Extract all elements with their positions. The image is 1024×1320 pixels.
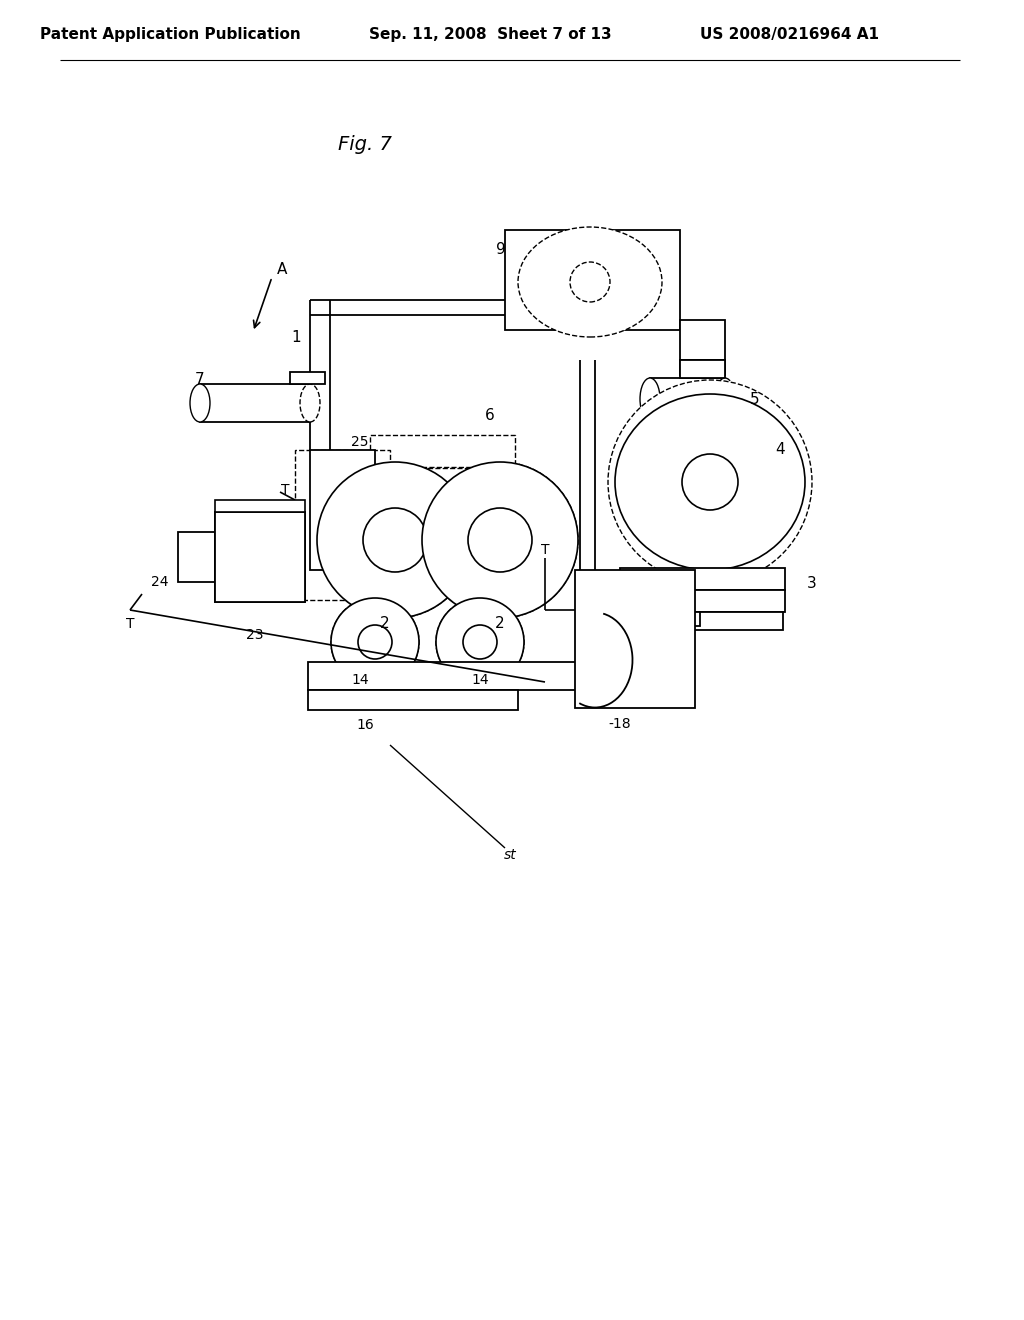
- Text: T: T: [281, 483, 289, 498]
- Bar: [620, 568, 785, 590]
- Circle shape: [570, 261, 610, 302]
- Bar: [608, 590, 785, 612]
- Bar: [200, 384, 310, 422]
- Circle shape: [682, 454, 738, 510]
- Text: 4: 4: [775, 442, 784, 458]
- Circle shape: [331, 598, 419, 686]
- Bar: [178, 532, 215, 582]
- Circle shape: [358, 624, 392, 659]
- Bar: [308, 690, 518, 710]
- Bar: [680, 360, 725, 375]
- Text: -18: -18: [608, 717, 632, 731]
- Bar: [355, 469, 515, 498]
- Circle shape: [436, 598, 524, 686]
- Circle shape: [608, 380, 812, 583]
- Text: 16: 16: [356, 718, 374, 733]
- Text: 3: 3: [807, 576, 817, 590]
- Circle shape: [331, 598, 419, 686]
- Bar: [310, 450, 375, 570]
- Bar: [215, 512, 305, 602]
- Text: st: st: [504, 847, 516, 862]
- Text: 25: 25: [351, 436, 369, 449]
- Circle shape: [422, 462, 578, 618]
- Bar: [295, 450, 390, 601]
- Circle shape: [436, 598, 524, 686]
- Text: 14: 14: [351, 673, 369, 686]
- Bar: [575, 570, 695, 708]
- Text: 14: 14: [471, 673, 488, 686]
- Ellipse shape: [518, 227, 662, 337]
- Bar: [505, 230, 680, 330]
- Bar: [215, 512, 305, 602]
- Text: 6: 6: [485, 408, 495, 422]
- Bar: [680, 360, 725, 378]
- Ellipse shape: [190, 384, 210, 422]
- Text: 23: 23: [246, 628, 264, 642]
- Text: 2: 2: [496, 615, 505, 631]
- Ellipse shape: [640, 378, 660, 420]
- Text: T: T: [541, 543, 549, 557]
- Ellipse shape: [615, 393, 805, 570]
- Circle shape: [317, 462, 473, 618]
- Text: 9: 9: [497, 243, 506, 257]
- Bar: [680, 319, 725, 360]
- Text: 24: 24: [151, 576, 168, 589]
- Circle shape: [468, 508, 532, 572]
- Ellipse shape: [715, 378, 735, 420]
- Text: 1: 1: [291, 330, 301, 345]
- Text: 5: 5: [751, 392, 760, 407]
- Text: Fig. 7: Fig. 7: [338, 136, 392, 154]
- Bar: [215, 500, 305, 512]
- Bar: [598, 612, 783, 630]
- Text: Sep. 11, 2008  Sheet 7 of 13: Sep. 11, 2008 Sheet 7 of 13: [369, 28, 611, 42]
- Bar: [650, 378, 725, 420]
- Ellipse shape: [300, 384, 319, 422]
- Text: Patent Application Publication: Patent Application Publication: [40, 28, 300, 42]
- Bar: [370, 436, 515, 467]
- Circle shape: [317, 462, 473, 618]
- Text: 7: 7: [196, 372, 205, 388]
- Bar: [290, 372, 325, 384]
- Circle shape: [362, 508, 427, 572]
- Circle shape: [422, 462, 578, 618]
- Text: 2: 2: [380, 615, 390, 631]
- Text: US 2008/0216964 A1: US 2008/0216964 A1: [700, 28, 880, 42]
- Bar: [308, 663, 578, 690]
- Text: A: A: [276, 263, 287, 277]
- Bar: [660, 612, 700, 626]
- Text: T: T: [126, 616, 134, 631]
- Circle shape: [463, 624, 497, 659]
